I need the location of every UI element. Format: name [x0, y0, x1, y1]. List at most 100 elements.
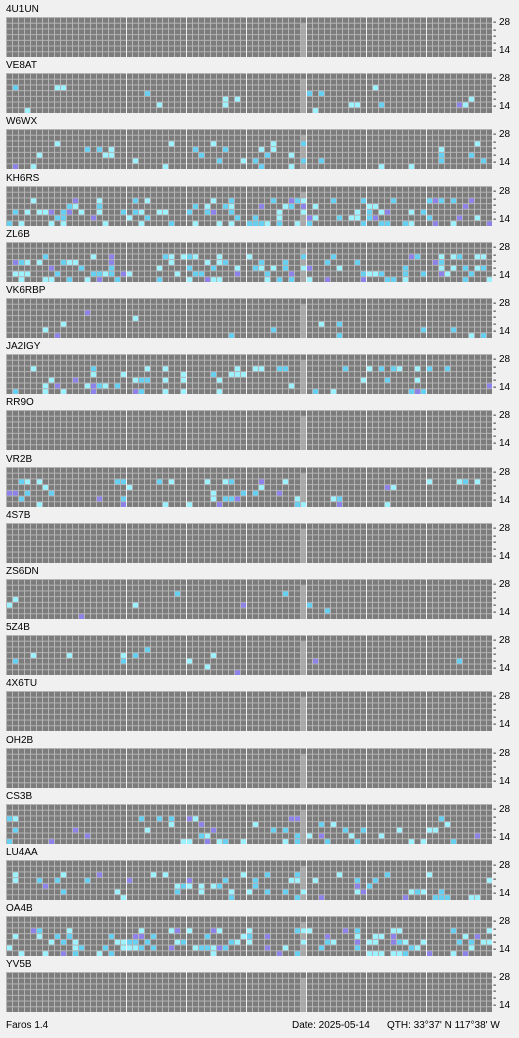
scale-tick-top: -: [493, 916, 497, 928]
scale-label-28: 28: [499, 410, 511, 422]
scale-label-14: 14: [499, 213, 511, 225]
scale-tick-bottom: -: [493, 944, 497, 956]
scale-tick: -: [493, 817, 497, 829]
band-scale: -28- - - -14: [493, 804, 519, 844]
scale-tick: -: [493, 811, 497, 823]
station-panel: RR9O -28- - - -14: [0, 395, 519, 451]
band-scale: -28- - - -14: [493, 354, 519, 394]
scale-tick: -: [493, 418, 497, 430]
scale-tick: -: [493, 986, 497, 998]
scale-label-28: 28: [499, 298, 511, 309]
band-scale: -28- - - -14: [493, 972, 519, 1012]
scale-tick-bottom: -: [493, 101, 497, 113]
station-callsign: ZL6B: [6, 228, 30, 240]
scale-tick-top: -: [493, 579, 497, 590]
station-panel: VE8AT -28- - - -14: [0, 58, 519, 114]
app-name: Faros 1.4: [6, 1020, 49, 1031]
scale-label-14: 14: [499, 382, 511, 394]
scale-label-28: 28: [499, 691, 511, 703]
station-callsign: W6WX: [6, 116, 38, 128]
scale-tick-top: -: [493, 354, 497, 366]
scale-tick: -: [493, 543, 497, 555]
scale-tick-top: -: [493, 298, 497, 309]
scale-tick-bottom: -: [493, 607, 497, 618]
scale-tick-top: -: [493, 747, 497, 759]
scale-tick: -: [493, 768, 497, 780]
station-panel: KH6RS -28- - - -14: [0, 171, 519, 227]
station-callsign: OA4B: [6, 903, 33, 915]
scale-tick: -: [493, 193, 497, 205]
scale-tick-bottom: -: [493, 382, 497, 394]
station-panel: OA4B -28- - - -14: [0, 901, 519, 957]
scale-label-28: 28: [499, 73, 511, 85]
scale-tick-bottom: -: [493, 1000, 497, 1012]
scale-tick-bottom: -: [493, 775, 497, 787]
scale-label-28: 28: [499, 466, 511, 478]
band-scale: -28- - - -14: [493, 73, 519, 113]
scale-label-14: 14: [499, 326, 511, 337]
band-scale: -28- - - -14: [493, 916, 519, 956]
scale-label-28: 28: [499, 635, 511, 647]
scale-tick: -: [493, 643, 497, 655]
scale-tick: -: [493, 424, 497, 436]
scale-tick-bottom: -: [493, 831, 497, 843]
scale-tick: -: [493, 761, 497, 773]
scale-tick: -: [493, 312, 497, 323]
propagation-grid: [6, 691, 492, 732]
station-panel: 4U1UN -28- - - -14: [0, 2, 519, 58]
band-scale: -28- - - -14: [493, 691, 519, 731]
scale-tick: -: [493, 150, 497, 162]
station-panel: YV5B -28- - - -14: [0, 957, 519, 1013]
scale-tick: -: [493, 487, 497, 499]
scale-label-28: 28: [499, 803, 511, 815]
scale-label-14: 14: [499, 157, 511, 169]
scale-tick-bottom: -: [493, 326, 497, 337]
scale-tick-bottom: -: [493, 45, 497, 56]
scale-tick: -: [493, 980, 497, 992]
band-scale: -28- - - -14: [493, 635, 519, 675]
scale-tick-bottom: -: [493, 719, 497, 731]
scale-tick: -: [493, 593, 497, 604]
station-panel: VR2B -28- - - -14: [0, 452, 519, 508]
station-callsign: LU4AA: [6, 847, 38, 858]
scale-tick: -: [493, 993, 497, 1005]
band-scale: -28- - - -14: [493, 17, 519, 57]
scale-tick: -: [493, 137, 497, 149]
propagation-grid: [6, 185, 492, 226]
scale-tick: -: [493, 474, 497, 486]
scale-tick-bottom: -: [493, 213, 497, 225]
station-callsign: 4X6TU: [6, 678, 38, 690]
scale-tick: -: [493, 824, 497, 836]
scale-label-14: 14: [499, 101, 511, 113]
qth-readout: QTH: 33°37' N 117°38' W: [387, 1020, 500, 1031]
scale-tick-top: -: [493, 466, 497, 478]
scale-tick: -: [493, 874, 497, 885]
band-scale: -28- - - -14: [493, 467, 519, 507]
propagation-grid: [6, 972, 492, 1013]
scale-tick: -: [493, 306, 497, 317]
band-scale: -28- - - -14: [493, 298, 519, 338]
station-panel: CS3B -28- - - -14: [0, 789, 519, 845]
scale-tick: -: [493, 480, 497, 492]
scale-label-28: 28: [499, 522, 511, 534]
scale-tick: -: [493, 81, 497, 93]
scale-label-14: 14: [499, 944, 511, 956]
scale-tick-bottom: -: [493, 438, 497, 450]
scale-tick-top: -: [493, 17, 497, 28]
scale-label-14: 14: [499, 550, 511, 562]
scale-tick-top: -: [493, 73, 497, 85]
scale-tick: -: [493, 881, 497, 892]
scale-tick: -: [493, 362, 497, 374]
station-panel: JA2IGY -28- - - -14: [0, 339, 519, 395]
scale-label-14: 14: [499, 438, 511, 450]
scale-tick: -: [493, 712, 497, 724]
scale-tick: -: [493, 368, 497, 380]
scale-tick-bottom: -: [493, 157, 497, 169]
scale-label-14: 14: [499, 494, 511, 506]
band-scale: -28- - - -14: [493, 410, 519, 450]
date-readout: Date: 2025-05-14: [292, 1020, 370, 1031]
status-bar: Faros 1.4 Date: 2025-05-14 QTH: 33°37' N…: [0, 1016, 519, 1038]
scale-tick: -: [493, 375, 497, 387]
station-callsign: VE8AT: [6, 60, 37, 72]
scale-tick: -: [493, 206, 497, 218]
